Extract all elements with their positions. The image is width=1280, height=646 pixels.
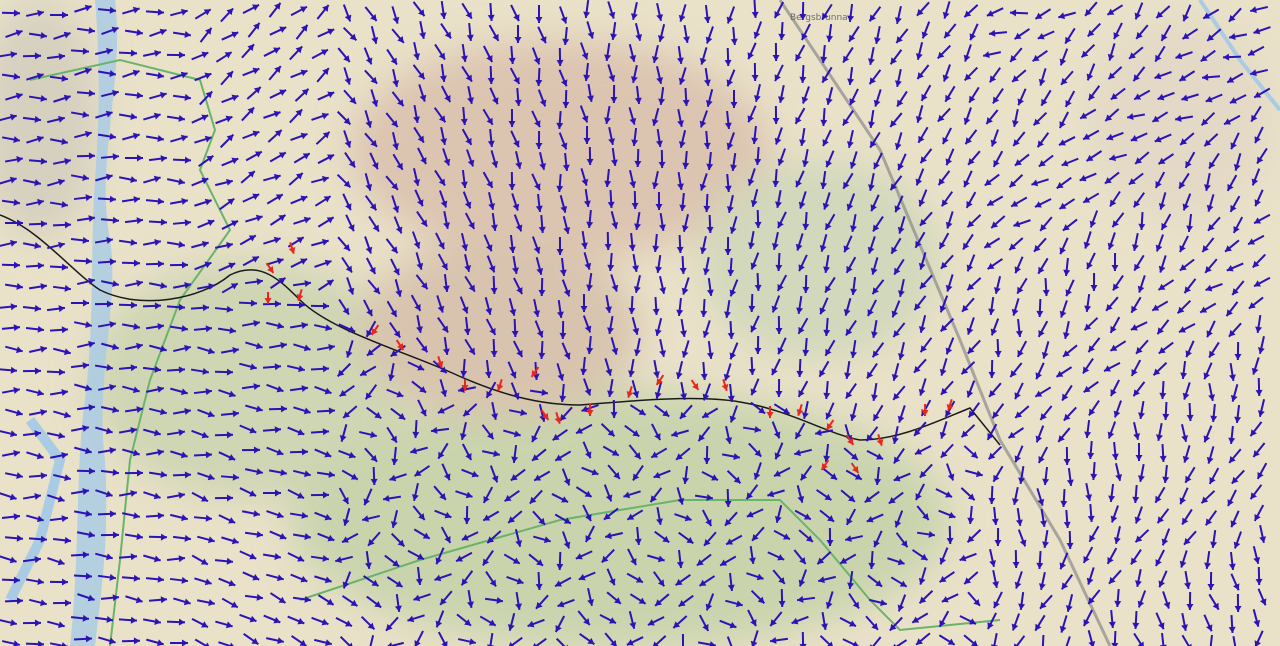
page: Bergsbrunna (() => { const data = JSON.p… [0,0,1280,646]
flow-arrow-shaft [1043,635,1044,646]
map-view: Bergsbrunna [0,0,1280,646]
place-label: Bergsbrunna [790,13,848,23]
